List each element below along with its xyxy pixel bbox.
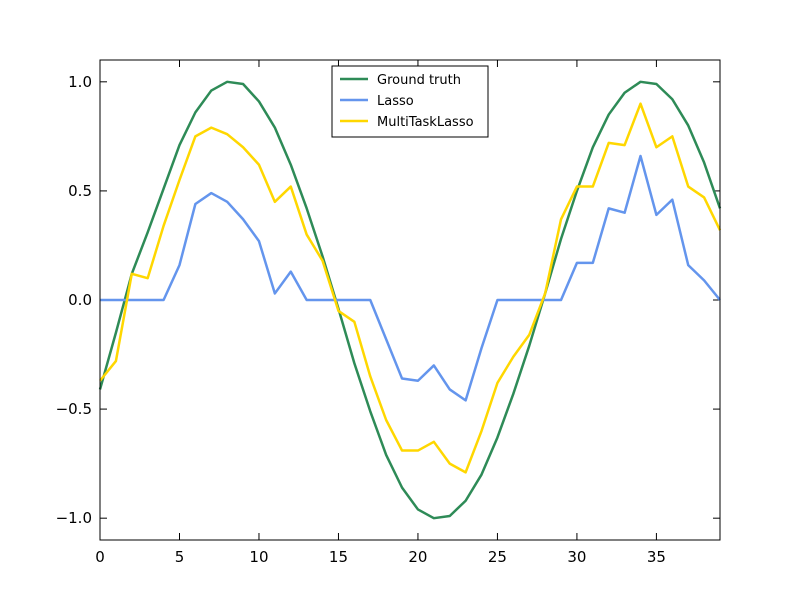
series-layer xyxy=(98,80,722,520)
legend-entry-label: MultiTaskLasso xyxy=(377,115,474,130)
y-tick-label: 0.5 xyxy=(68,182,92,200)
y-tick-label: 0.0 xyxy=(68,291,92,309)
x-tick-label: 30 xyxy=(567,548,586,566)
series-line-lasso xyxy=(100,154,721,402)
legend: Ground truth Lasso MultiTaskLasso xyxy=(331,65,489,138)
ticks-layer: 0 5 10 15 20 25 30 35 −1.0 −0.5 0.0 0.5 1.0 xyxy=(56,60,720,566)
plot-frame xyxy=(99,59,721,541)
x-tick-label: 35 xyxy=(647,548,666,566)
x-tick-label: 10 xyxy=(249,548,268,566)
x-tick-label: 15 xyxy=(329,548,348,566)
legend-entry-label: Ground truth xyxy=(377,73,461,88)
series-line-multitasklasso xyxy=(99,102,722,474)
legend-entry-label: Lasso xyxy=(377,94,414,109)
y-tick-label: −1.0 xyxy=(56,509,92,527)
y-tick-label: 1.0 xyxy=(68,73,92,91)
x-tick-label: 0 xyxy=(95,548,105,566)
x-tick-label: 20 xyxy=(408,548,427,566)
plot-area-background xyxy=(100,60,720,540)
y-tick-label: −0.5 xyxy=(56,400,92,418)
x-tick-label: 25 xyxy=(488,548,507,566)
x-tick-label: 5 xyxy=(175,548,185,566)
series-line-ground-truth xyxy=(98,80,722,520)
